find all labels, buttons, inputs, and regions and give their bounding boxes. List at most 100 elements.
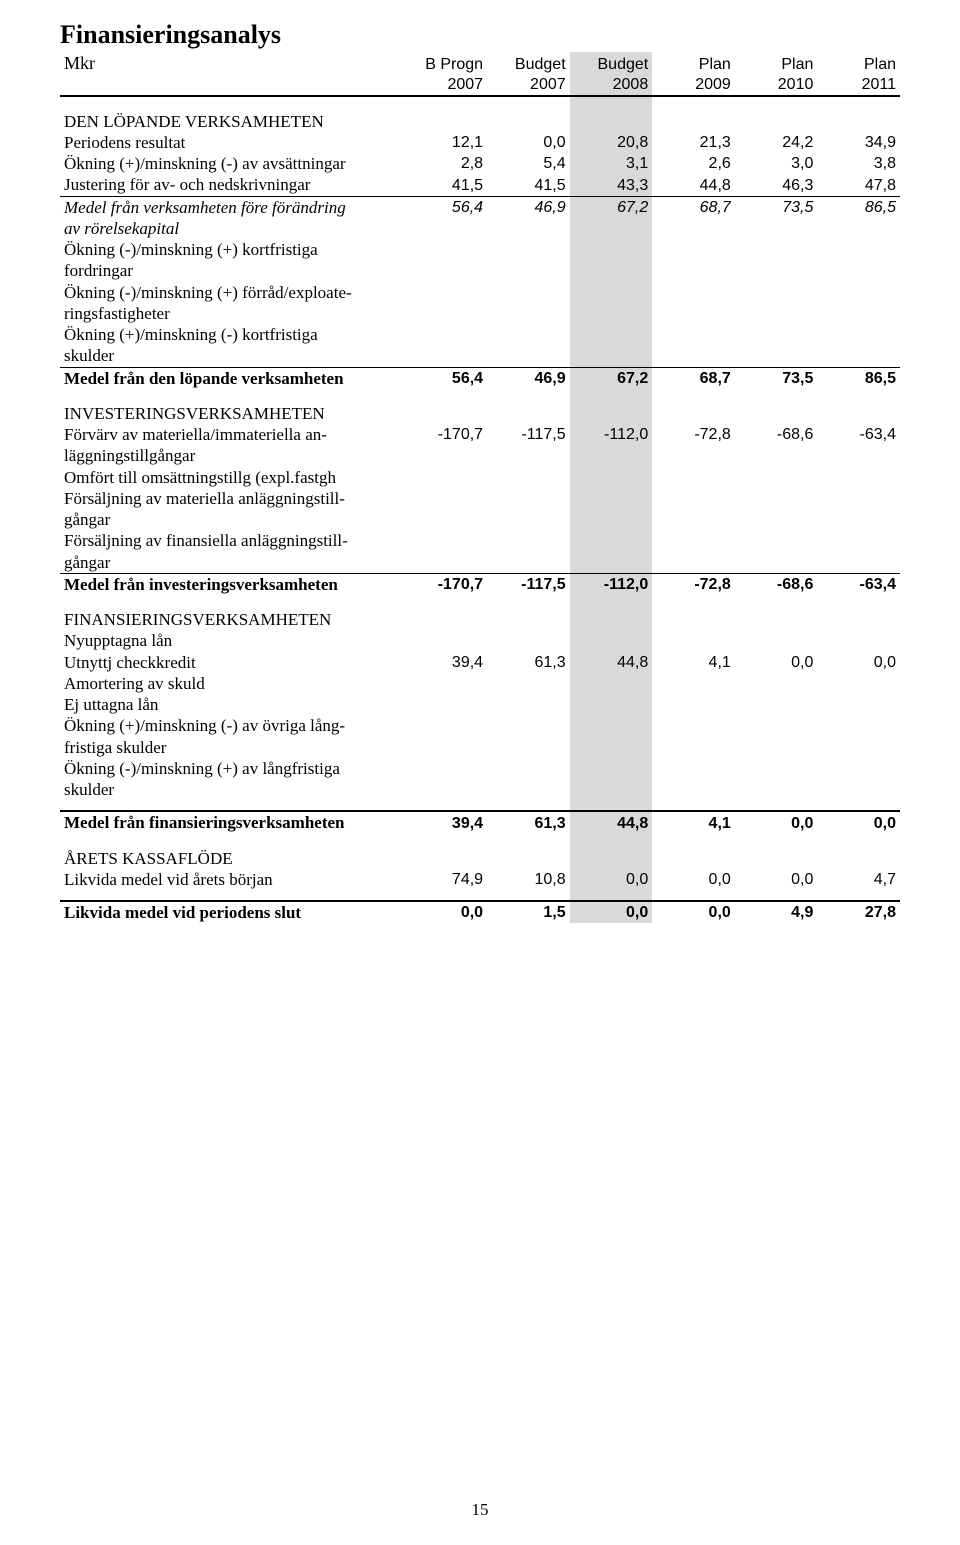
row-value: -117,5 (487, 573, 570, 595)
table-row: skulder (60, 779, 900, 800)
row-value: 39,4 (404, 811, 487, 833)
row-value: 67,2 (570, 196, 653, 218)
row-value: 46,3 (735, 174, 818, 196)
table-row: Ökning (+)/minskning (-) kortfristiga (60, 324, 900, 345)
total-row: Likvida medel vid periodens slut 0,0 1,5… (60, 901, 900, 923)
row-label: läggningstillgångar (60, 445, 404, 466)
page-title: Finansieringsanalys (60, 20, 900, 50)
table-row: läggningstillgångar (60, 445, 900, 466)
row-value: 3,8 (817, 153, 900, 174)
row-value: -68,6 (735, 424, 818, 445)
table-row: Omfört till omsättningstillg (expl.fastg… (60, 467, 900, 488)
row-value: 34,9 (817, 132, 900, 153)
table-row: Ökning (+)/minskning (-) av avsättningar… (60, 153, 900, 174)
row-value: 46,9 (487, 367, 570, 389)
page: Finansieringsanalys Mkr B Progn Budget B… (0, 0, 960, 1545)
table-row: Förvärv av materiella/immateriella an- -… (60, 424, 900, 445)
row-value: 86,5 (817, 196, 900, 218)
row-value: 0,0 (570, 869, 653, 890)
unit-label: Mkr (60, 52, 404, 75)
row-value: 43,3 (570, 174, 653, 196)
table-row: gångar (60, 552, 900, 574)
row-label: Likvida medel vid periodens slut (60, 901, 404, 923)
row-label: av rörelsekapital (60, 218, 404, 239)
table-row: Ökning (-)/minskning (+) av långfristiga (60, 758, 900, 779)
row-value: 4,9 (735, 901, 818, 923)
row-value: 73,5 (735, 367, 818, 389)
total-row: Medel från finansieringsverksamheten 39,… (60, 811, 900, 833)
col-head: Budget (487, 52, 570, 75)
table-row: Nyupptagna lån (60, 630, 900, 651)
row-label: Likvida medel vid årets början (60, 869, 404, 890)
table-row: Försäljning av finansiella anläggningsti… (60, 530, 900, 551)
section-heading-row: INVESTERINGSVERKSAMHETEN (60, 389, 900, 424)
row-value: 20,8 (570, 132, 653, 153)
row-value: 41,5 (404, 174, 487, 196)
row-value: 68,7 (652, 196, 735, 218)
col-head: Plan (652, 52, 735, 75)
table-row: Amortering av skuld (60, 673, 900, 694)
row-value: -170,7 (404, 573, 487, 595)
row-value: 41,5 (487, 174, 570, 196)
table-row: Ökning (-)/minskning (+) kortfristiga (60, 239, 900, 260)
row-value: 2,6 (652, 153, 735, 174)
table-row: Försäljning av materiella anläggningstil… (60, 488, 900, 509)
row-label: Medel från den löpande verksamheten (60, 367, 404, 389)
row-value: 44,8 (652, 174, 735, 196)
subtotal-row: Medel från verksamheten före förändring … (60, 196, 900, 218)
row-value: 21,3 (652, 132, 735, 153)
row-value: 74,9 (404, 869, 487, 890)
col-head: Plan (817, 52, 900, 75)
row-label: ringsfastigheter (60, 303, 404, 324)
total-row: Medel från investeringsverksamheten -170… (60, 573, 900, 595)
spacer-row (60, 890, 900, 901)
table-row: Ökning (-)/minskning (+) förråd/exploate… (60, 282, 900, 303)
col-head: Budget (570, 52, 653, 75)
row-label: Medel från verksamheten före förändring (60, 196, 404, 218)
row-label: fordringar (60, 260, 404, 281)
row-value: -72,8 (652, 573, 735, 595)
row-label: Medel från investeringsverksamheten (60, 573, 404, 595)
row-value: 10,8 (487, 869, 570, 890)
row-value: 0,0 (817, 811, 900, 833)
row-label: Utnyttj checkkredit (60, 652, 404, 673)
row-label: Ökning (+)/minskning (-) kortfristiga (60, 324, 404, 345)
row-value: -63,4 (817, 424, 900, 445)
row-label: Omfört till omsättningstillg (expl.fastg… (60, 467, 404, 488)
row-label: Ökning (-)/minskning (+) kortfristiga (60, 239, 404, 260)
section-heading: DEN LÖPANDE VERKSAMHETEN (60, 96, 404, 132)
row-value: 4,7 (817, 869, 900, 890)
table-header-row-2: 2007 2007 2008 2009 2010 2011 (60, 75, 900, 96)
row-value: 56,4 (404, 196, 487, 218)
row-value: 24,2 (735, 132, 818, 153)
total-row: Medel från den löpande verksamheten 56,4… (60, 367, 900, 389)
row-label: Ökning (+)/minskning (-) av avsättningar (60, 153, 404, 174)
row-label: Ökning (-)/minskning (+) av långfristiga (60, 758, 404, 779)
row-value: 61,3 (487, 811, 570, 833)
row-value: 46,9 (487, 196, 570, 218)
row-label: fristiga skulder (60, 737, 404, 758)
row-value: 0,0 (817, 652, 900, 673)
col-head-year: 2007 (487, 75, 570, 96)
row-value: 12,1 (404, 132, 487, 153)
row-value: -170,7 (404, 424, 487, 445)
col-head-year: 2010 (735, 75, 818, 96)
row-value: 56,4 (404, 367, 487, 389)
col-head-year: 2007 (404, 75, 487, 96)
row-label: Ökning (+)/minskning (-) av övriga lång- (60, 715, 404, 736)
col-head: Plan (735, 52, 818, 75)
table-row: Utnyttj checkkredit 39,4 61,3 44,8 4,1 0… (60, 652, 900, 673)
section-heading-row: ÅRETS KASSAFLÖDE (60, 834, 900, 869)
row-value: 4,1 (652, 652, 735, 673)
col-head-year: 2011 (817, 75, 900, 96)
table-row: Ej uttagna lån (60, 694, 900, 715)
row-label: Försäljning av finansiella anläggningsti… (60, 530, 404, 551)
table-row: Ökning (+)/minskning (-) av övriga lång- (60, 715, 900, 736)
page-number: 15 (472, 1500, 489, 1519)
row-value: 3,1 (570, 153, 653, 174)
section-heading-row: DEN LÖPANDE VERKSAMHETEN (60, 96, 900, 132)
row-value: 61,3 (487, 652, 570, 673)
col-head: B Progn (404, 52, 487, 75)
row-label: gångar (60, 552, 404, 574)
row-value: 39,4 (404, 652, 487, 673)
